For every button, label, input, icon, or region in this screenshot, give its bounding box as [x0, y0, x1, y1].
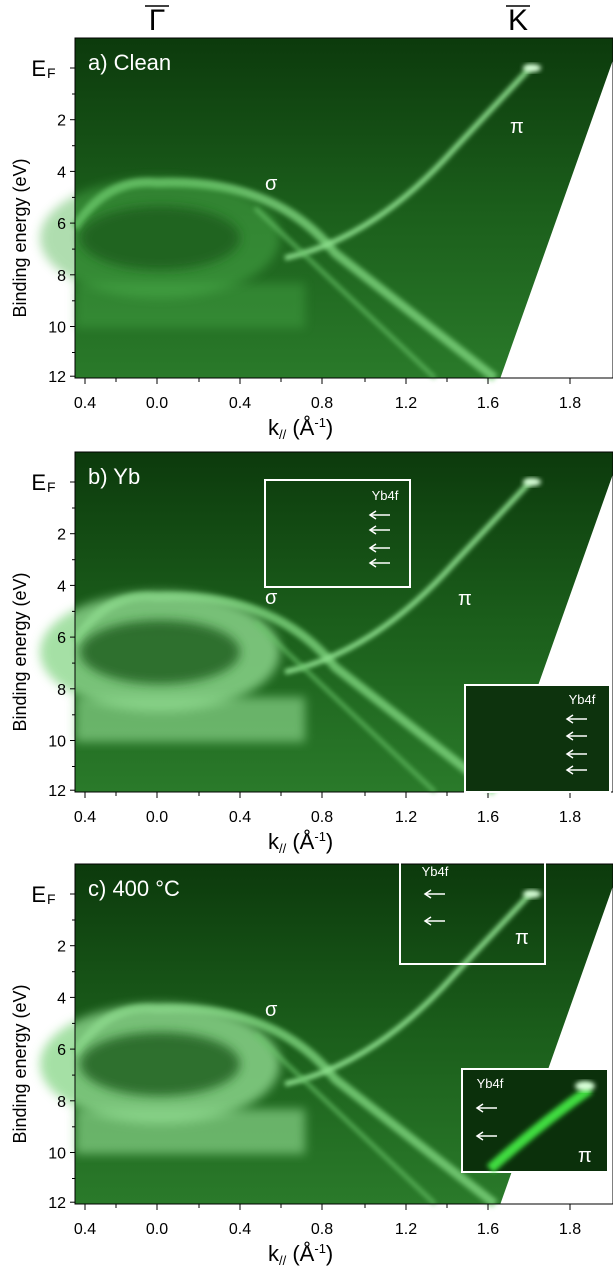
- x-tick-label: 0.4: [229, 809, 251, 826]
- y-axis-title: Binding energy (eV): [10, 158, 30, 317]
- sigma-label: σ: [265, 999, 278, 1021]
- k-point: K: [508, 4, 528, 37]
- x-tick-label: 1.6: [477, 395, 499, 412]
- x-axis-title-part: (Å: [286, 415, 314, 440]
- k-spot: [523, 478, 541, 486]
- gamma-point: Γ: [149, 4, 166, 37]
- y-tick-label: 12: [48, 783, 66, 800]
- y-tick-label: 2: [57, 113, 66, 130]
- box-label: Yb4f: [422, 864, 449, 879]
- x-axis-title-part: -1: [314, 415, 326, 430]
- y-tick-label-sub: F: [47, 65, 56, 81]
- x-axis-title: k// (Å-1): [268, 415, 333, 442]
- x-tick-label: 1.2: [395, 395, 417, 412]
- y-tick-label: 6: [57, 630, 66, 647]
- y-tick-label: 6: [57, 216, 66, 233]
- y-axis-title: Binding energy (eV): [10, 984, 30, 1143]
- panel: EF 2 4 6 8 10 12 Binding energy (eV) 0.4 0.0 0.4 0.…: [10, 452, 613, 856]
- gamma-dome-inner: [80, 1032, 240, 1096]
- inset-spot: [575, 1081, 595, 1091]
- x-axis-title-part: ): [326, 829, 333, 854]
- x-tick-label: 0.8: [311, 809, 333, 826]
- k-spot: [523, 64, 541, 72]
- y-tick-label: 10: [48, 1146, 66, 1163]
- y-tick-label: 2: [57, 939, 66, 956]
- y-tick-label: E: [31, 882, 46, 907]
- x-tick-label: 1.2: [395, 809, 417, 826]
- x-tick-label: 0.4: [229, 1221, 251, 1238]
- sigma-label: σ: [265, 173, 278, 195]
- y-tick-label: 10: [48, 734, 66, 751]
- panel-label: a) Clean: [88, 50, 171, 75]
- y-tick-label: 4: [57, 990, 66, 1007]
- y-tick-label: 2: [57, 527, 66, 544]
- x-tick-label: 1.2: [395, 1221, 417, 1238]
- lower-band: [75, 1109, 305, 1154]
- x-axis-title-part: (Å: [286, 1241, 314, 1266]
- y-tick-label: E: [31, 470, 46, 495]
- x-tick-label: 1.6: [477, 1221, 499, 1238]
- y-tick-label: 8: [57, 1094, 66, 1111]
- gamma-dome-inner: [80, 620, 240, 684]
- x-tick-label: 1.6: [477, 809, 499, 826]
- y-tick-label: 8: [57, 682, 66, 699]
- y-tick-label: 10: [48, 320, 66, 337]
- x-tick-label: 1.8: [559, 809, 581, 826]
- box-pi: π: [515, 927, 529, 949]
- x-axis-title-part: -1: [314, 829, 326, 844]
- y-tick-label-sub: F: [47, 479, 56, 495]
- y-axis-title: Binding energy (eV): [10, 572, 30, 731]
- panel-label: c) 400 °C: [88, 876, 180, 901]
- x-tick-label: 0.0: [146, 1221, 168, 1238]
- y-tick-label: 8: [57, 268, 66, 285]
- gamma-dome-inner: [80, 206, 240, 270]
- x-tick-label: 0.8: [311, 395, 333, 412]
- y-tick-label: 6: [57, 1042, 66, 1059]
- lower-band: [75, 283, 305, 328]
- x-tick-label: 1.8: [559, 1221, 581, 1238]
- x-tick-label: 1.8: [559, 395, 581, 412]
- x-axis-title-part: ): [326, 1241, 333, 1266]
- panel-label: b) Yb: [88, 464, 140, 489]
- x-tick-label: 0.4: [229, 395, 251, 412]
- inset-label: Yb4f: [477, 1076, 504, 1091]
- sigma-label: σ: [265, 587, 278, 609]
- x-tick-label: 0.0: [146, 395, 168, 412]
- y-tick-label: 12: [48, 369, 66, 386]
- lower-band: [75, 697, 305, 742]
- y-tick-label: 4: [57, 578, 66, 595]
- k-spot: [523, 890, 541, 898]
- y-tick-label: 4: [57, 164, 66, 181]
- x-tick-label: 0.0: [146, 809, 168, 826]
- x-axis-title: k// (Å-1): [268, 1241, 333, 1268]
- x-axis-title-part: (Å: [286, 829, 314, 854]
- y-tick-label: 12: [48, 1195, 66, 1212]
- x-tick-label: 0.4: [74, 1221, 96, 1238]
- pi-label: π: [510, 116, 524, 138]
- pi-label: π: [458, 588, 472, 610]
- x-axis-title: k// (Å-1): [268, 829, 333, 856]
- x-tick-label: 0.4: [74, 395, 96, 412]
- x-tick-label: 0.4: [74, 809, 96, 826]
- box-label: Yb4f: [372, 488, 399, 503]
- x-tick-label: 0.8: [311, 1221, 333, 1238]
- x-axis-title-part: -1: [314, 1241, 326, 1256]
- y-tick-label: E: [31, 56, 46, 81]
- inset-pi: π: [578, 1145, 592, 1167]
- x-axis-title-part: ): [326, 415, 333, 440]
- figure: Γ K EF24681012Binding energy (eV)0.40.00…: [0, 0, 613, 1271]
- y-tick-label-sub: F: [47, 891, 56, 907]
- inset-label: Yb4f: [569, 692, 596, 707]
